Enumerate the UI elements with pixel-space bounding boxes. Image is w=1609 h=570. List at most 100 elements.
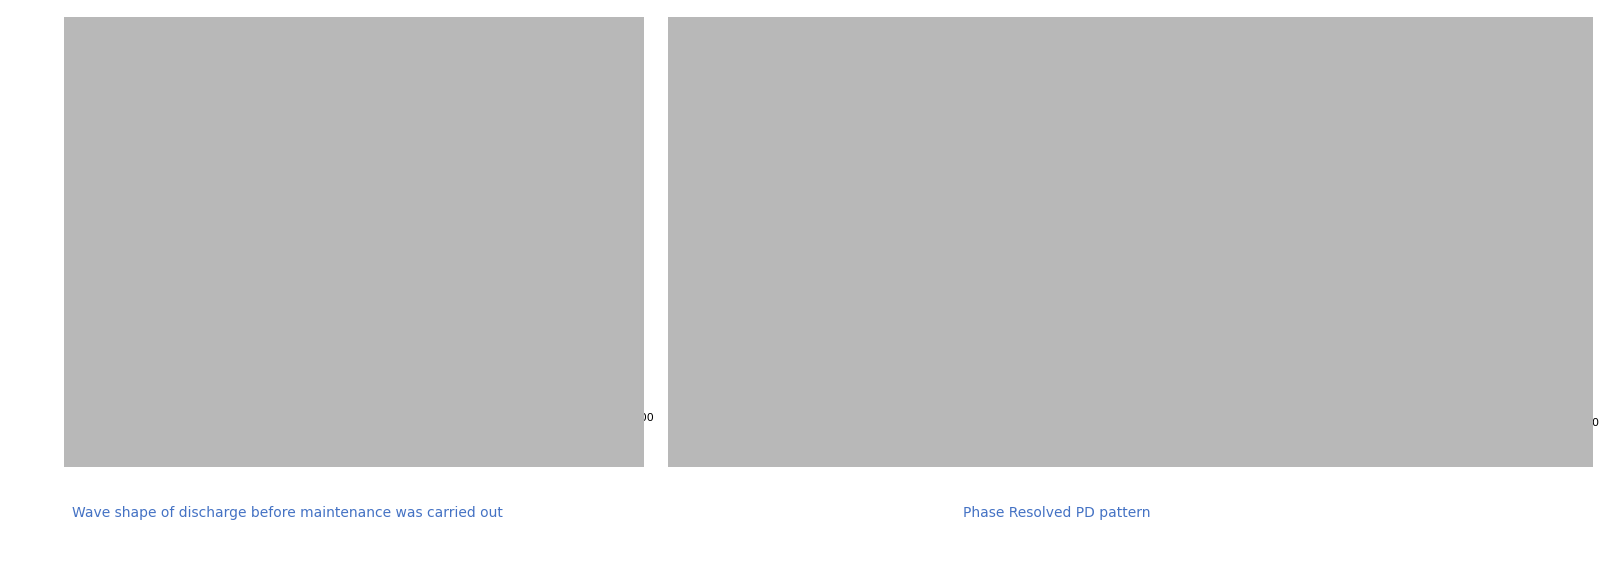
Point bbox=[1554, 304, 1580, 314]
Point bbox=[1551, 170, 1577, 180]
Point bbox=[1437, 359, 1463, 368]
Point bbox=[1440, 315, 1466, 324]
Point bbox=[1231, 365, 1257, 374]
Point bbox=[1146, 321, 1171, 330]
Point bbox=[1493, 319, 1519, 328]
Point bbox=[1202, 356, 1228, 365]
Point bbox=[753, 329, 779, 339]
Point bbox=[1434, 317, 1459, 327]
Point bbox=[927, 309, 953, 318]
Point bbox=[888, 249, 914, 258]
Point bbox=[938, 320, 964, 329]
Point bbox=[1076, 356, 1102, 365]
Point bbox=[864, 309, 890, 318]
Point bbox=[1442, 326, 1467, 335]
Point bbox=[1245, 320, 1271, 329]
Point bbox=[928, 325, 954, 334]
Point bbox=[944, 342, 970, 351]
Point bbox=[1093, 299, 1118, 308]
Point bbox=[1521, 270, 1546, 279]
Point bbox=[969, 331, 994, 340]
Point bbox=[1566, 316, 1591, 325]
Point bbox=[1464, 322, 1490, 331]
Point bbox=[774, 342, 800, 351]
Point bbox=[1458, 290, 1483, 299]
Point bbox=[1356, 324, 1382, 333]
Point bbox=[1125, 365, 1150, 374]
Point bbox=[837, 246, 862, 255]
Point bbox=[1350, 347, 1376, 356]
Point bbox=[814, 337, 840, 347]
Point bbox=[1492, 325, 1517, 334]
Point bbox=[1463, 358, 1488, 367]
Point bbox=[1372, 348, 1398, 357]
Point bbox=[1334, 323, 1360, 332]
Point bbox=[1564, 184, 1590, 193]
Point bbox=[1369, 347, 1395, 356]
Point bbox=[1432, 316, 1458, 325]
Point bbox=[1371, 325, 1397, 334]
Point bbox=[1236, 327, 1261, 336]
Point bbox=[1305, 314, 1331, 323]
Point bbox=[1562, 237, 1588, 246]
Point bbox=[1453, 295, 1479, 304]
Point bbox=[1537, 241, 1562, 250]
Point bbox=[1559, 300, 1585, 310]
Point bbox=[1427, 359, 1453, 368]
Point bbox=[1121, 324, 1147, 333]
Point bbox=[1448, 340, 1474, 349]
Point bbox=[1443, 324, 1469, 333]
Point bbox=[1311, 320, 1337, 329]
Y-axis label: Signal Level [ mV]: Signal Level [ mV] bbox=[64, 162, 77, 277]
Point bbox=[1332, 316, 1358, 325]
Point bbox=[790, 339, 816, 348]
Point bbox=[1356, 352, 1382, 361]
Point bbox=[1487, 260, 1512, 270]
Point bbox=[1485, 287, 1511, 296]
Point bbox=[1414, 339, 1440, 348]
Point bbox=[846, 345, 872, 354]
Point bbox=[1430, 327, 1456, 336]
Point bbox=[1068, 328, 1094, 337]
Point bbox=[896, 310, 922, 319]
Point bbox=[866, 290, 891, 299]
Point bbox=[983, 334, 1009, 343]
Point bbox=[1060, 356, 1086, 365]
Point bbox=[1327, 327, 1353, 336]
Point bbox=[1529, 303, 1554, 312]
Point bbox=[1136, 284, 1162, 294]
Point bbox=[801, 343, 827, 352]
Point bbox=[1007, 359, 1033, 368]
Point bbox=[1292, 318, 1318, 327]
Point bbox=[1121, 322, 1147, 331]
Point bbox=[1353, 333, 1379, 342]
Point bbox=[1036, 268, 1062, 278]
Point bbox=[1257, 288, 1282, 297]
Point bbox=[1387, 344, 1413, 353]
Point bbox=[1538, 299, 1564, 308]
Point bbox=[1377, 355, 1403, 364]
Point bbox=[1463, 335, 1488, 344]
Point bbox=[1361, 350, 1387, 359]
Point bbox=[1006, 327, 1031, 336]
Point bbox=[1448, 302, 1474, 311]
Point bbox=[1313, 278, 1339, 287]
Point bbox=[1154, 316, 1179, 325]
Point bbox=[853, 218, 879, 227]
Point bbox=[885, 145, 911, 154]
Point bbox=[1121, 325, 1147, 335]
Point bbox=[1487, 298, 1512, 307]
Point bbox=[1017, 353, 1043, 362]
Point bbox=[1368, 346, 1393, 355]
Point bbox=[1496, 258, 1522, 267]
Point bbox=[961, 332, 986, 341]
Point bbox=[887, 320, 912, 329]
Point bbox=[869, 274, 895, 283]
Point bbox=[1083, 317, 1109, 326]
Point bbox=[965, 332, 991, 341]
Point bbox=[883, 184, 909, 193]
Point bbox=[1416, 329, 1442, 339]
Point bbox=[1360, 351, 1385, 360]
Point bbox=[988, 359, 1014, 368]
Point bbox=[1302, 244, 1327, 253]
